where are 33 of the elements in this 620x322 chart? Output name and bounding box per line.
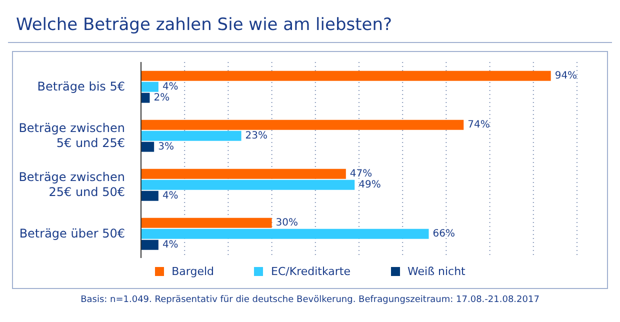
bar [141, 82, 158, 92]
data-label: 4% [162, 81, 178, 92]
bar [141, 70, 551, 81]
bar [141, 218, 272, 228]
data-label: 4% [162, 239, 178, 250]
bar [141, 130, 242, 141]
y-tick-label: Beträge über 50€ [19, 226, 125, 240]
bar [141, 142, 154, 152]
data-label: 3% [158, 141, 174, 152]
legend-label: Weiß nicht [406, 264, 466, 278]
data-label: 2% [154, 92, 170, 104]
legend-label: EC/Kreditkarte [270, 264, 351, 278]
bar [141, 190, 158, 201]
bar [141, 120, 464, 130]
bar [141, 228, 429, 239]
text: Basis: n=1.049. Repräsentativ für die deutsche Bevölkerung. Befragungszeitraum: 17.08.-21.08.2017 [80, 295, 540, 305]
data-label: 47% [350, 168, 372, 180]
y-tick-label: Beträge zwischen 5€ und 25€ [18, 121, 125, 150]
data-label: 49% [358, 179, 381, 190]
chart-title: Welche Beträge zahlen Sie wie am liebsten? [8, 8, 612, 43]
bar [141, 240, 158, 250]
bar [141, 180, 355, 190]
data-label: 30% [276, 217, 298, 228]
bar [141, 168, 346, 179]
data-label: 94% [554, 70, 578, 82]
legend-label: Bargeld [170, 264, 214, 278]
data-label: 66% [432, 228, 455, 240]
data-label: 4% [162, 190, 178, 202]
y-tick-label: Beträge zwischen 25€ und 50€ [18, 170, 125, 199]
data-label: 74% [468, 119, 490, 130]
y-tick-label: Beträge bis 5€ [37, 80, 125, 94]
data-label: 23% [245, 130, 268, 142]
bar [141, 92, 150, 103]
